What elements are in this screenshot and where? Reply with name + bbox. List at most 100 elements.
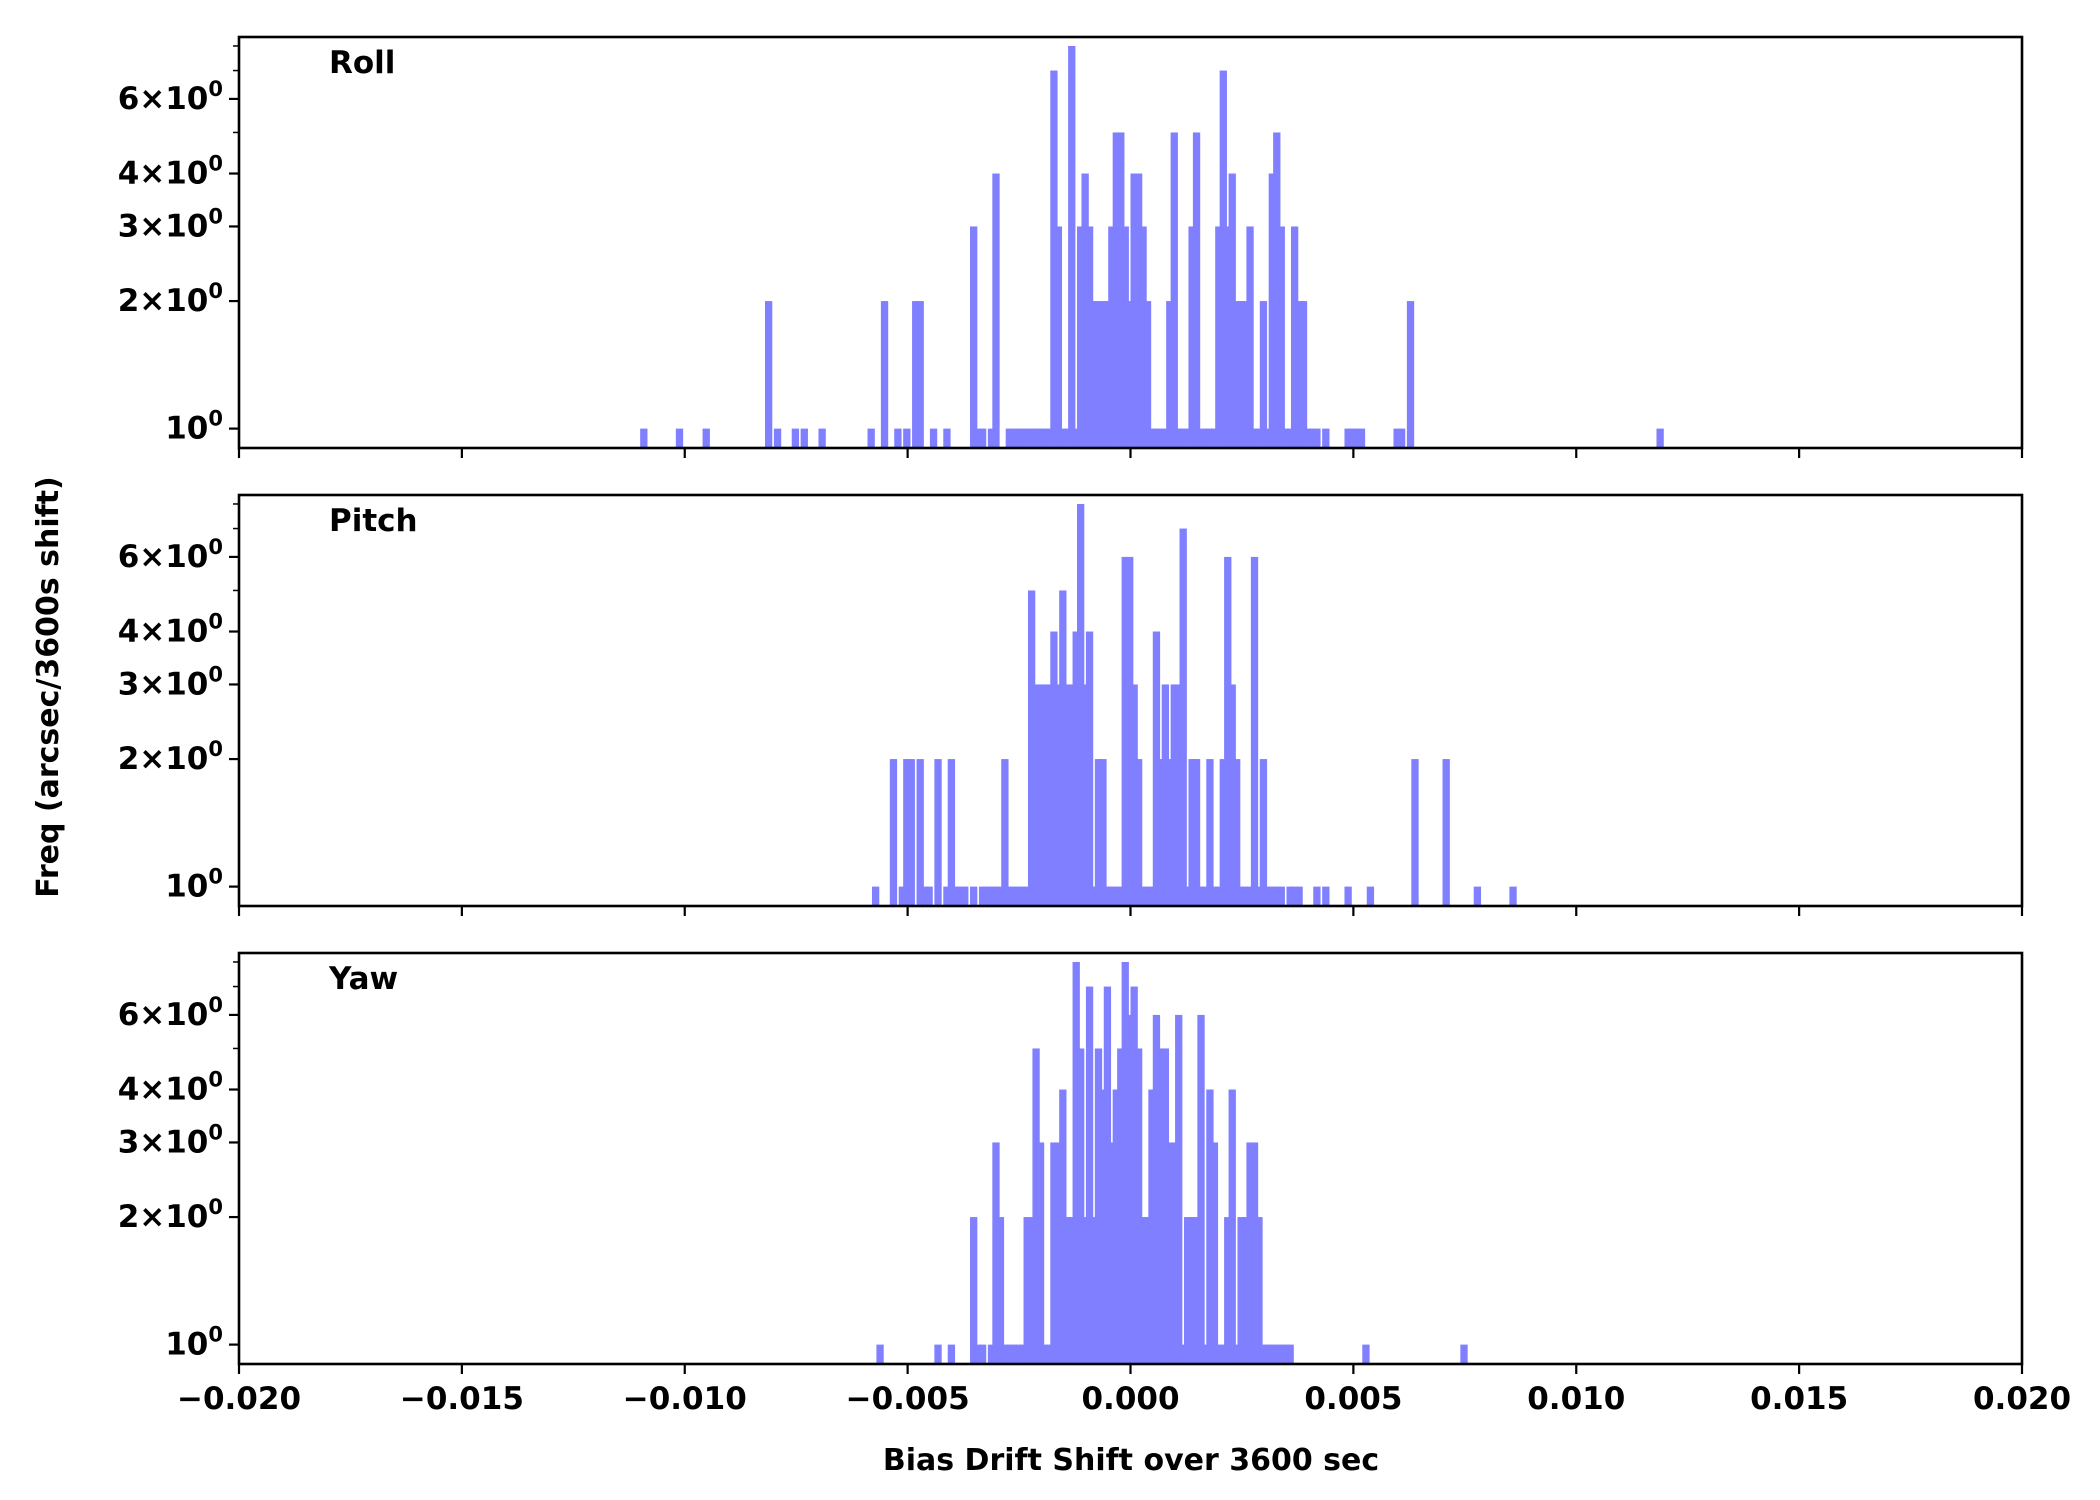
histogram-bar [1148, 428, 1156, 448]
histogram-bar [987, 886, 996, 906]
histogram-bar [1130, 684, 1138, 906]
histogram-bar [1224, 1217, 1232, 1364]
histogram-bar [956, 886, 964, 906]
histogram-bar [1068, 1217, 1076, 1364]
histogram-bar [947, 759, 956, 906]
histogram-bar [1188, 226, 1196, 448]
histogram-bar [1152, 1014, 1161, 1364]
histogram-bar [1081, 1217, 1089, 1364]
histogram-bar [925, 886, 933, 906]
histogram-bar [1264, 428, 1272, 448]
histogram-bar [1192, 132, 1201, 448]
histogram-bar [1072, 428, 1080, 448]
histogram-bar [1134, 173, 1143, 448]
histogram-bar [1210, 428, 1219, 448]
histogram-bar [1072, 631, 1080, 906]
panel-label: Pitch [329, 503, 418, 539]
histogram-bar [1019, 1344, 1027, 1364]
histogram-bar [1246, 886, 1254, 906]
histogram-bar [1210, 886, 1219, 906]
x-tick-label: −0.005 [846, 1381, 970, 1417]
histogram-bar [1442, 759, 1450, 906]
histogram-bar [1322, 428, 1330, 448]
histogram-bar [1273, 1344, 1281, 1364]
histogram-bar [1299, 301, 1308, 448]
histogram-bar [1233, 301, 1241, 448]
histogram-bar [1063, 1217, 1071, 1364]
histogram-bar [1362, 1344, 1370, 1364]
histogram-bar [1005, 1344, 1013, 1364]
histogram-bar [1344, 428, 1352, 448]
histogram-bar [1099, 759, 1107, 906]
histogram-bar [1010, 428, 1018, 448]
histogram-bar [1010, 1344, 1018, 1364]
histogram-bar [1072, 961, 1080, 1364]
histogram-bar [1246, 226, 1254, 448]
histogram-bar [1032, 684, 1040, 906]
y-tick-label: 4×100 [118, 610, 223, 650]
histogram-bar [992, 1142, 1000, 1364]
histogram-bar [1175, 1014, 1183, 1364]
histogram-bar [1183, 886, 1192, 906]
histogram-bar [996, 1217, 1005, 1364]
histogram-bar [1250, 428, 1259, 448]
histogram-bar [1014, 886, 1022, 906]
x-tick-label: −0.015 [400, 1381, 524, 1417]
histogram-bar [974, 1344, 982, 1364]
histogram-bar [947, 1344, 956, 1364]
histogram-bar [773, 428, 782, 448]
histogram-bar [1201, 428, 1210, 448]
histogram-bar [1005, 886, 1013, 906]
histogram-bar [1224, 226, 1232, 448]
histogram-bar [1313, 428, 1321, 448]
histogram-bar [1054, 1142, 1063, 1364]
histogram-bar [1019, 886, 1027, 906]
y-tick-label: 3×100 [118, 1120, 223, 1160]
histogram-bar [903, 759, 911, 906]
histogram-bar [1134, 759, 1143, 906]
histogram-bar [1121, 226, 1129, 448]
histogram-bar [943, 428, 951, 448]
histogram-bar [1286, 1344, 1294, 1364]
histogram-bar [702, 428, 710, 448]
histogram-bar [978, 428, 987, 448]
histogram-bar [1050, 631, 1058, 906]
histogram-bar [1210, 1142, 1219, 1364]
histogram-bar [1250, 556, 1259, 906]
histogram-bar [1054, 684, 1063, 906]
histogram-bar [871, 886, 880, 906]
histogram-bar [987, 1344, 996, 1364]
histogram-bar [1192, 1217, 1201, 1364]
histogram-bar [1406, 301, 1415, 448]
histogram-bar [1068, 45, 1076, 448]
bars [871, 503, 1517, 906]
histogram-bar [1215, 1344, 1223, 1364]
histogram-bar [1192, 759, 1201, 906]
histogram-bar [1161, 1048, 1170, 1364]
histogram-bar [1130, 173, 1138, 448]
histogram-bar [1188, 759, 1196, 906]
histogram-bar [1322, 886, 1330, 906]
histogram-bar [1255, 1217, 1263, 1364]
histogram-bar [1241, 301, 1250, 448]
histogram-bar [1166, 759, 1174, 906]
histogram-bar [1117, 1048, 1125, 1364]
histogram-bar [996, 886, 1005, 906]
histogram-bar [1290, 226, 1299, 448]
histogram-bar [1117, 886, 1125, 906]
x-tick-label: 0.010 [1527, 1381, 1625, 1417]
histogram-bar [974, 428, 982, 448]
histogram-bar [791, 428, 800, 448]
histogram-bar [1036, 1142, 1045, 1364]
histogram-bar [1183, 1217, 1192, 1364]
histogram-bar [1295, 301, 1303, 448]
panel-label: Yaw [328, 961, 398, 997]
y-tick-label: 6×100 [118, 77, 223, 117]
x-tick-label: −0.020 [177, 1381, 301, 1417]
histogram-bar [1411, 759, 1419, 906]
histogram-bar [1473, 886, 1482, 906]
histogram-bar [1268, 173, 1276, 448]
y-tick-label: 6×100 [118, 535, 223, 575]
histogram-bar [992, 886, 1000, 906]
histogram-bar [1014, 1344, 1022, 1364]
